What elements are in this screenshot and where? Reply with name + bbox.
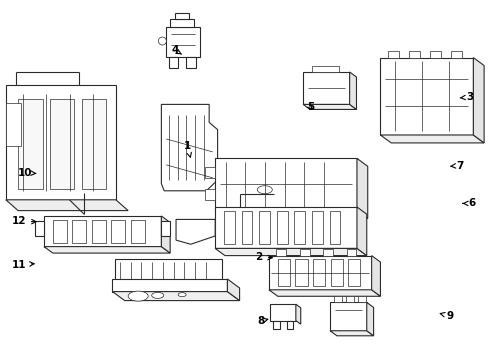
Bar: [346, 249, 356, 256]
Bar: [115, 259, 222, 290]
Bar: [131, 220, 144, 243]
Polygon shape: [349, 72, 356, 109]
Bar: [6, 85, 116, 200]
Polygon shape: [215, 211, 367, 219]
Bar: [299, 249, 309, 256]
Bar: [215, 207, 356, 248]
Bar: [6, 103, 20, 146]
Bar: [276, 249, 285, 256]
Bar: [330, 259, 342, 286]
Bar: [53, 220, 66, 243]
Polygon shape: [380, 135, 483, 143]
Polygon shape: [6, 200, 128, 211]
Bar: [380, 58, 472, 135]
Bar: [112, 279, 227, 292]
Bar: [329, 302, 366, 331]
Polygon shape: [371, 256, 380, 296]
Bar: [44, 216, 161, 247]
Bar: [18, 99, 42, 189]
Ellipse shape: [257, 186, 272, 194]
Bar: [270, 304, 295, 320]
Polygon shape: [112, 292, 239, 301]
Text: 4: 4: [171, 45, 181, 55]
Text: 7: 7: [449, 161, 463, 171]
Bar: [259, 211, 269, 244]
Bar: [205, 189, 215, 200]
Polygon shape: [472, 58, 483, 143]
Bar: [346, 296, 353, 302]
Polygon shape: [366, 302, 373, 336]
Bar: [387, 51, 398, 58]
Polygon shape: [268, 290, 380, 296]
Bar: [408, 51, 419, 58]
Bar: [450, 51, 461, 58]
Bar: [347, 259, 360, 286]
Bar: [272, 320, 279, 328]
Polygon shape: [356, 207, 366, 256]
Text: 6: 6: [462, 198, 474, 208]
Bar: [286, 320, 293, 328]
Bar: [185, 57, 195, 68]
Bar: [175, 13, 188, 19]
Bar: [170, 19, 193, 27]
Ellipse shape: [178, 293, 186, 297]
Bar: [311, 66, 338, 72]
Bar: [429, 51, 440, 58]
Text: 5: 5: [306, 102, 313, 112]
Bar: [161, 221, 170, 236]
Polygon shape: [44, 247, 170, 253]
Bar: [295, 259, 307, 286]
Bar: [277, 259, 289, 286]
Polygon shape: [329, 331, 373, 336]
Bar: [168, 57, 178, 68]
Bar: [333, 296, 341, 302]
Bar: [215, 158, 356, 211]
Polygon shape: [161, 104, 217, 191]
Ellipse shape: [158, 37, 166, 45]
Bar: [329, 211, 340, 244]
Text: 3: 3: [459, 92, 472, 102]
Bar: [276, 211, 287, 244]
Bar: [35, 221, 44, 236]
Text: 12: 12: [11, 216, 36, 226]
Bar: [303, 72, 349, 104]
Ellipse shape: [151, 292, 163, 298]
Bar: [166, 27, 199, 57]
Polygon shape: [176, 219, 215, 244]
Bar: [268, 256, 371, 290]
Text: 10: 10: [18, 168, 36, 178]
Bar: [205, 167, 215, 178]
Polygon shape: [295, 304, 300, 324]
Bar: [241, 211, 252, 244]
Bar: [312, 259, 325, 286]
Text: 8: 8: [257, 316, 267, 326]
Polygon shape: [227, 279, 239, 301]
Bar: [323, 249, 332, 256]
Bar: [50, 99, 74, 189]
Ellipse shape: [128, 291, 148, 301]
Polygon shape: [356, 158, 367, 219]
Text: 1: 1: [183, 141, 191, 157]
Polygon shape: [161, 216, 170, 253]
Polygon shape: [303, 104, 356, 109]
Bar: [92, 220, 105, 243]
Bar: [311, 211, 322, 244]
Text: 11: 11: [11, 260, 34, 270]
Bar: [111, 220, 125, 243]
Text: 9: 9: [439, 311, 452, 321]
Bar: [72, 220, 86, 243]
Polygon shape: [215, 248, 366, 256]
Bar: [294, 211, 305, 244]
Bar: [224, 211, 234, 244]
Bar: [358, 296, 366, 302]
Bar: [81, 99, 106, 189]
Text: 2: 2: [255, 252, 272, 262]
